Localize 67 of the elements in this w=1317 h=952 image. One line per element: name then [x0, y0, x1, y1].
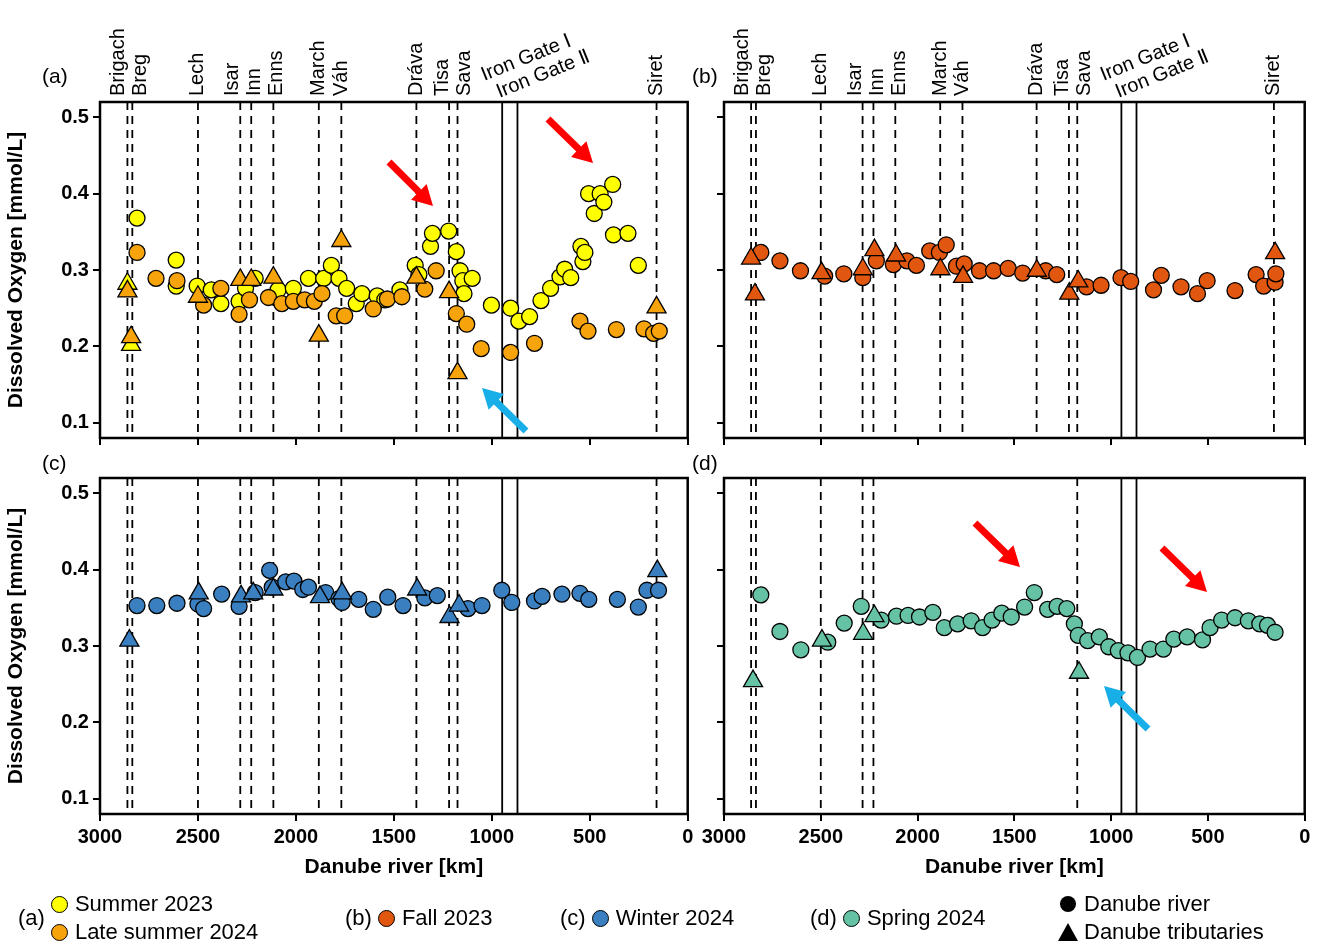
ref-line-label: Tisa [429, 58, 452, 96]
ref-line-label: Dráva [403, 41, 426, 96]
ref-line-label: Inn [242, 68, 265, 96]
ref-line-label: Dráva [1024, 41, 1047, 96]
text: Danube river [1084, 891, 1210, 916]
y-tick-label: 0.4 [61, 181, 90, 204]
ref-line-label: Lech [808, 52, 831, 96]
x-tick-label: 500 [1191, 824, 1225, 847]
ref-line-label: Inn [864, 68, 887, 96]
x-tick-label: 2500 [798, 824, 844, 847]
ref-line-label: March [306, 40, 329, 96]
ref-line-label: Breg [128, 53, 151, 96]
y-tick-label: 0.1 [61, 410, 89, 433]
x-tick-label: 1500 [371, 824, 417, 847]
x-tick-label: 500 [573, 824, 607, 847]
ref-line-label: Enns [264, 50, 287, 96]
ref-line-label: Brigach [730, 28, 753, 96]
ref-line-label: March [927, 40, 950, 96]
x-tick-label: 3000 [77, 824, 123, 847]
chart-title: (d) [810, 905, 837, 930]
y-tick-label: 0.1 [61, 786, 89, 809]
x-tick-label: 2000 [273, 824, 319, 847]
legend-label: Late summer 2024 [74, 919, 259, 944]
x-axis-title: Danube river [km] [925, 854, 1104, 878]
chart-title: (d) [692, 451, 718, 474]
y-axis-title: Dissolved Oxygen [mmol/L] [3, 507, 27, 785]
ref-line-label: Siret [644, 54, 667, 96]
legend-label: Spring 2024 [866, 905, 986, 930]
y-tick-label: 0.2 [61, 333, 89, 356]
y-axis-title: Dissolved Oxygen [mmol/L] [3, 131, 27, 409]
chart-title: (c) [42, 451, 67, 474]
ref-line-label: Váh [949, 60, 972, 96]
ref-line-label: Isar [842, 62, 865, 96]
legend-label: Winter 2024 [615, 905, 735, 930]
y-tick-label: 0.5 [61, 480, 89, 503]
ref-line-label: Siret [1261, 54, 1284, 96]
ref-line-label: Sava [451, 49, 474, 96]
chart-title: (b) [692, 64, 718, 87]
ref-line-label: Brigach [106, 28, 129, 96]
ref-line-label: Tisa [1049, 58, 1072, 96]
x-axis-title: Danube river [km] [304, 854, 484, 878]
y-tick-label: 0.4 [61, 557, 90, 580]
chart-title: (b) [345, 905, 372, 930]
chart-title: (a) [18, 905, 45, 930]
text: Danube tributaries [1084, 919, 1264, 944]
x-tick-label: 3000 [701, 824, 747, 847]
y-tick-label: 0.3 [61, 633, 89, 656]
ref-line-label: Breg [752, 53, 775, 96]
x-tick-label: 2500 [175, 824, 221, 847]
x-tick-label: 1000 [469, 824, 515, 847]
x-tick-label: 1500 [992, 824, 1037, 847]
chart-title: (a) [42, 64, 68, 87]
ref-line-label: Enns [886, 50, 909, 96]
ref-line-label: Sava [1071, 49, 1094, 96]
x-tick-label: 0 [682, 824, 694, 847]
legend-label: Summer 2023 [74, 891, 214, 916]
y-tick-label: 0.5 [61, 104, 89, 127]
legend-label: Fall 2023 [401, 905, 493, 930]
ref-line-label: Lech [185, 52, 208, 96]
x-tick-label: 2000 [895, 824, 940, 847]
x-tick-label: 0 [1299, 824, 1311, 847]
y-tick-label: 0.3 [61, 257, 89, 280]
y-tick-label: 0.2 [61, 709, 89, 732]
x-tick-label: 1000 [1088, 824, 1134, 847]
ref-line-label: Isar [220, 62, 243, 96]
chart-title: (c) [560, 905, 586, 930]
ref-line-label: Váh [328, 60, 351, 96]
